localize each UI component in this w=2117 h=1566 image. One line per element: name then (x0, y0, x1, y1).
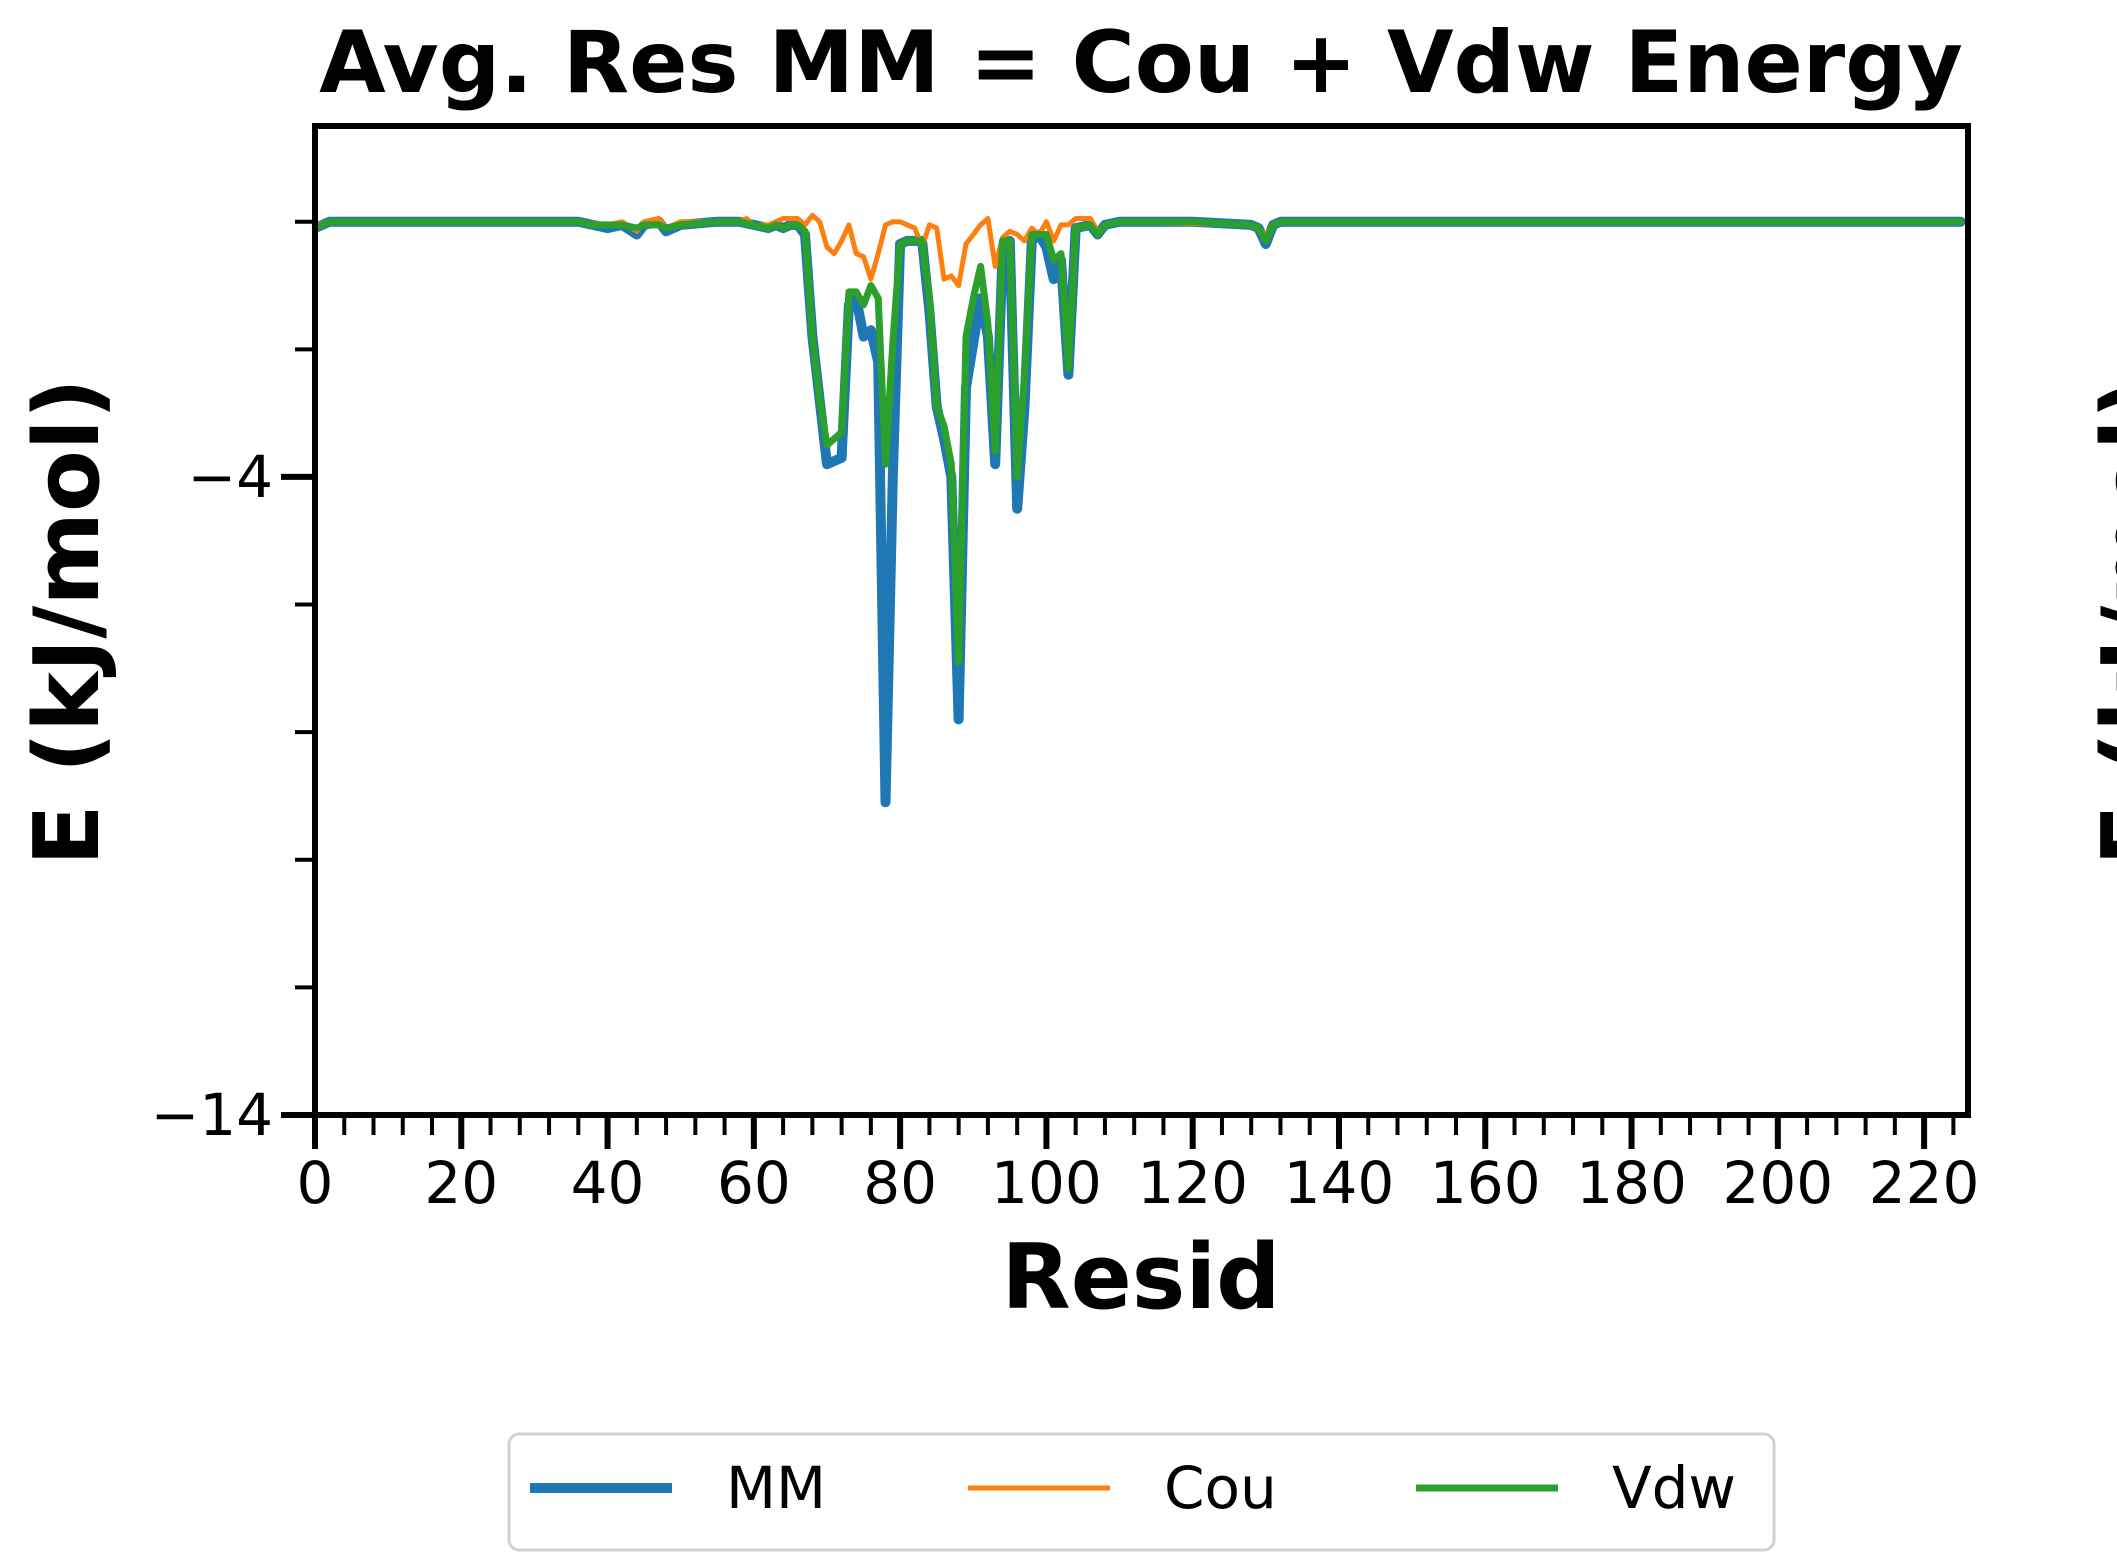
x-tick-label: 200 (1722, 1149, 1833, 1217)
series-line-vdw (315, 218, 1965, 666)
x-tick-label: 100 (991, 1149, 1102, 1217)
x-tick-label: 60 (717, 1149, 791, 1217)
x-tick-label: 0 (297, 1149, 334, 1217)
x-tick-label: 120 (1137, 1149, 1248, 1217)
x-tick-label: 180 (1576, 1149, 1687, 1217)
legend-label-mm: MM (726, 1454, 826, 1522)
second-panel-y-axis-label: E (kJ/mol) (2083, 378, 2117, 866)
y-tick-label: −4 (188, 443, 274, 511)
x-tick-label: 220 (1869, 1149, 1980, 1217)
legend: MM Cou Vdw (507, 1432, 1776, 1552)
plot-frame (312, 123, 1971, 1118)
series-line-mm (315, 216, 1966, 808)
chart-title: Avg. Res MM = Cou + Vdw Energy (319, 13, 1963, 113)
x-axis-ticks: 0 20 40 60 80 100 120 140 160 180 200 220 (297, 1115, 1980, 1217)
y-axis-ticks: −14 −4 (151, 219, 315, 1149)
legend-box (507, 1432, 1776, 1552)
y-tick-label: −14 (151, 1081, 273, 1149)
x-tick-label: 160 (1430, 1149, 1541, 1217)
x-tick-label: 20 (424, 1149, 498, 1217)
series-lines (315, 212, 1966, 808)
x-tick-label: 40 (571, 1149, 645, 1217)
x-tick-label: 140 (1284, 1149, 1395, 1217)
y-axis-label: E (kJ/mol) (15, 378, 120, 866)
x-axis-label: Resid (1001, 1225, 1280, 1330)
x-tick-label: 80 (863, 1149, 937, 1217)
legend-label-cou: Cou (1164, 1454, 1277, 1522)
legend-label-vdw: Vdw (1612, 1454, 1736, 1522)
